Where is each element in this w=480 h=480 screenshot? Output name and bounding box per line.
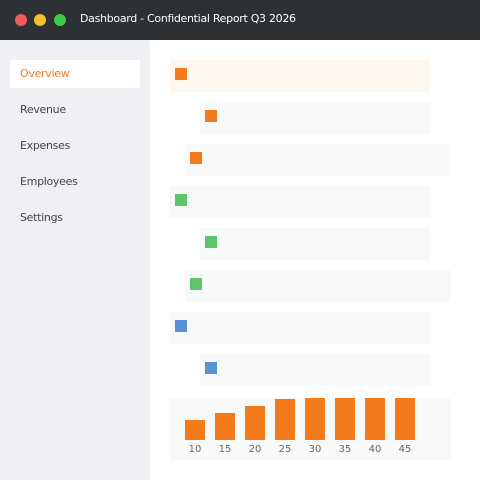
title-bar: Dashboard - Confidential Report Q3 2026 <box>0 0 480 40</box>
close-button[interactable] <box>15 14 27 26</box>
bar <box>275 399 295 440</box>
status-icon <box>190 278 202 290</box>
row-card[interactable] <box>170 60 430 92</box>
bar <box>245 406 265 440</box>
nav-item[interactable]: Revenue <box>20 103 66 116</box>
row-card[interactable] <box>200 228 430 260</box>
x-tick-label: 45 <box>399 444 412 455</box>
x-tick-label: 15 <box>219 444 232 455</box>
x-tick-label: 35 <box>339 444 352 455</box>
bar <box>185 420 205 440</box>
status-icon <box>205 236 217 248</box>
row-card[interactable] <box>170 186 430 218</box>
bar <box>365 398 385 440</box>
x-tick-label: 20 <box>249 444 262 455</box>
nav-item[interactable]: Expenses <box>20 139 71 152</box>
maximize-button[interactable] <box>54 14 66 26</box>
minimize-button[interactable] <box>34 14 46 26</box>
row-card[interactable] <box>185 270 451 302</box>
chart: 10 15 20 25 30 35 40 45 <box>185 398 415 455</box>
x-tick-label: 10 <box>189 444 202 455</box>
row-card[interactable] <box>185 144 450 176</box>
x-tick-label: 40 <box>369 444 382 455</box>
bar <box>305 398 325 440</box>
bar <box>215 413 235 440</box>
row-card[interactable] <box>200 102 430 134</box>
bar <box>395 398 415 440</box>
window-title: Dashboard - Confidential Report Q3 2026 <box>80 12 296 25</box>
row-card[interactable] <box>200 354 430 386</box>
row-card[interactable] <box>170 312 430 344</box>
status-icon <box>205 362 217 374</box>
sidebar: Overview Revenue Expenses Employees Settings <box>0 40 150 480</box>
x-tick-label: 30 <box>309 444 322 455</box>
nav-item[interactable]: Employees <box>20 175 78 188</box>
status-icon <box>205 110 217 122</box>
nav-item[interactable]: Overview <box>10 60 140 88</box>
nav-item[interactable]: Settings <box>20 211 63 224</box>
bar <box>335 398 355 440</box>
status-icon <box>175 320 187 332</box>
status-icon <box>175 68 187 80</box>
status-icon <box>175 194 187 206</box>
status-icon <box>190 152 202 164</box>
x-tick-label: 25 <box>279 444 292 455</box>
